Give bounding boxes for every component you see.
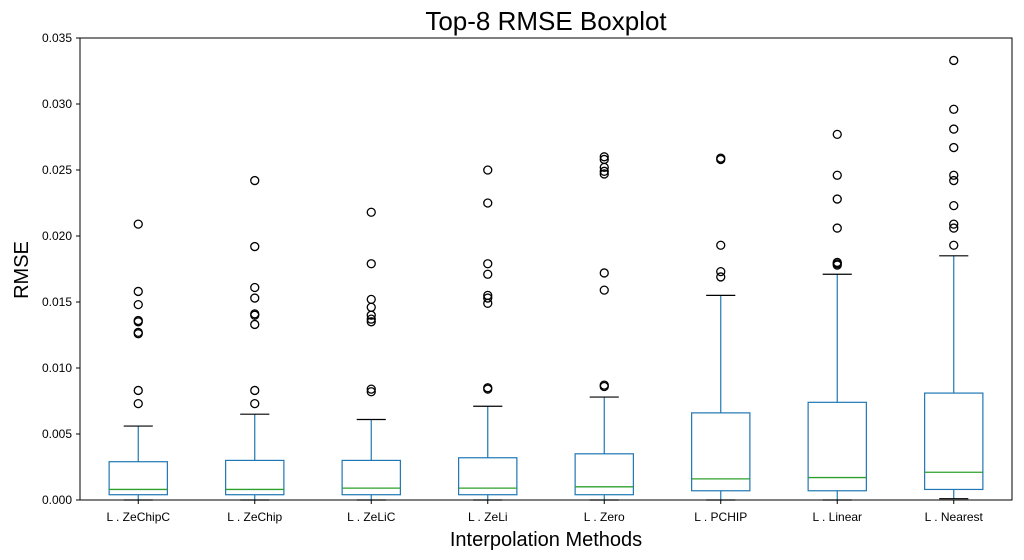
outlier-point — [832, 170, 842, 180]
outlier-point — [250, 319, 260, 330]
y-tick-label: 0.020 — [42, 229, 72, 243]
y-tick-label: 0.010 — [42, 361, 72, 375]
outlier-point — [716, 266, 726, 277]
outlier-point — [366, 384, 376, 394]
x-tick-label: L . Linear — [812, 510, 862, 524]
box-body — [691, 412, 751, 492]
outlier-point — [949, 200, 959, 211]
x-tick-label: L . Zero — [584, 510, 625, 524]
box-body — [225, 459, 285, 496]
outlier-point — [949, 170, 959, 180]
outlier-point — [366, 317, 376, 327]
outlier-point — [250, 282, 260, 293]
outlier-point — [133, 327, 143, 338]
outlier-point — [366, 259, 376, 269]
outlier-point — [133, 219, 143, 229]
y-tick-label: 0.030 — [42, 97, 72, 111]
outlier-point — [832, 129, 842, 140]
box-body — [458, 457, 518, 496]
x-tick-label: L . ZeLiC — [347, 510, 396, 524]
outlier-point — [366, 294, 376, 305]
plot-frame — [79, 37, 1013, 501]
outlier-point — [483, 269, 493, 279]
outlier-point — [716, 153, 726, 163]
outlier-point — [599, 152, 609, 162]
box-body — [108, 461, 168, 496]
outlier-point — [366, 387, 376, 397]
plot-area: 0.000 0.005 0.010 0.015 0.020 0.025 0.030 0.035… — [42, 31, 1013, 524]
outlier-point — [599, 268, 609, 278]
outlier-point — [250, 241, 260, 252]
outlier-point — [250, 175, 260, 186]
outlier-point — [599, 166, 609, 176]
outlier-point — [716, 240, 726, 250]
outlier-point — [250, 293, 260, 303]
outlier-point — [832, 223, 842, 233]
outlier-point — [366, 302, 376, 312]
y-tick-label: 0.035 — [42, 31, 72, 45]
outlier-point — [949, 142, 959, 153]
outlier-point — [250, 385, 260, 396]
box-body — [341, 459, 401, 496]
outlier-point — [949, 124, 959, 134]
x-tick-label: L . ZeChipC — [106, 510, 170, 524]
chart-title: Top-8 RMSE Boxplot — [425, 6, 667, 36]
outlier-point — [483, 293, 493, 303]
outlier-point — [366, 207, 376, 217]
outlier-point — [133, 286, 143, 297]
outlier-point — [250, 309, 260, 319]
x-tick-label: L . PCHIP — [694, 510, 747, 524]
outlier-point — [483, 198, 493, 208]
outlier-point — [599, 380, 609, 390]
outlier-point — [949, 55, 959, 66]
outlier-point — [949, 104, 959, 114]
outlier-point — [133, 299, 143, 310]
box-body — [924, 392, 984, 491]
outlier-point — [949, 240, 959, 250]
outlier-point — [599, 285, 609, 295]
outlier-point — [949, 175, 959, 186]
outlier-point — [599, 169, 609, 179]
outlier-point — [483, 259, 493, 269]
outlier-point — [599, 154, 609, 165]
outlier-point — [483, 290, 493, 301]
outlier-point — [483, 165, 493, 175]
outlier-point — [949, 223, 959, 233]
x-tick-label: L . ZeChip — [227, 510, 282, 524]
y-axis-label: RMSE — [11, 241, 33, 299]
y-tick-label: 0.015 — [42, 295, 72, 309]
box-body — [574, 453, 634, 496]
y-tick-label: 0.005 — [42, 427, 72, 441]
outlier-point — [949, 219, 959, 229]
outlier-point — [133, 398, 143, 409]
y-tick-label: 0.025 — [42, 163, 72, 177]
box-body — [807, 401, 867, 492]
outlier-point — [483, 383, 493, 393]
outlier-point — [832, 194, 842, 204]
x-axis-label: Interpolation Methods — [450, 529, 642, 551]
y-tick-label: 0.000 — [42, 493, 72, 507]
outlier-point — [832, 257, 842, 268]
outlier-point — [133, 385, 143, 396]
outlier-point — [366, 314, 376, 324]
outlier-point — [250, 398, 260, 409]
x-tick-label: L . Nearest — [925, 510, 984, 524]
outlier-point — [133, 315, 143, 326]
x-tick-label: L . ZeLi — [468, 510, 508, 524]
outlier-point — [716, 272, 726, 282]
